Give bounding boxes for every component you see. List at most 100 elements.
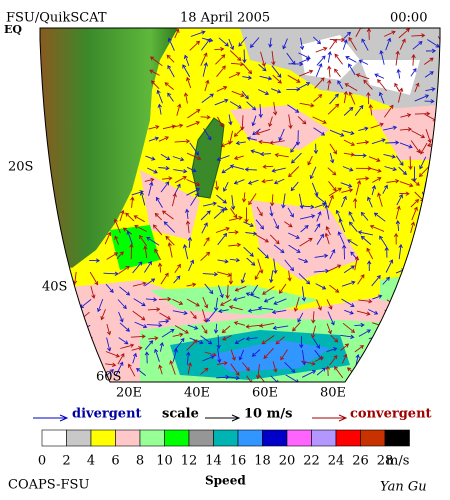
- wind-arrow: [132, 352, 138, 364]
- wind-arrow: [399, 181, 414, 188]
- wind-arrow: [424, 99, 435, 104]
- wind-arrow: [300, 225, 309, 233]
- wind-arrow: [366, 28, 372, 40]
- wind-arrow: [186, 351, 191, 365]
- wind-arrow: [233, 321, 246, 326]
- wind-arrow: [370, 167, 382, 173]
- wind-arrow: [299, 214, 316, 220]
- wind-arrow: [61, 309, 75, 317]
- wind-arrow: [186, 121, 200, 128]
- wind-arrow: [439, 206, 440, 218]
- wind-arrow: [329, 152, 335, 164]
- wind-arrow: [309, 166, 317, 180]
- wind-arrow: [229, 164, 245, 170]
- wind-arrow: [103, 271, 119, 276]
- wind-arrow: [410, 221, 416, 234]
- wind-arrow: [299, 238, 313, 247]
- speed-patch: [210, 340, 330, 372]
- wind-arrow: [242, 75, 253, 80]
- wind-arrow: [251, 115, 257, 127]
- wind-arrow: [341, 298, 355, 307]
- wind-arrow: [203, 128, 212, 141]
- wind-arrow: [415, 312, 425, 323]
- wind-arrow: [258, 139, 272, 145]
- wind-arrow: [384, 342, 391, 351]
- wind-arrow: [324, 232, 330, 245]
- wind-arrow: [149, 69, 160, 76]
- speed-patch: [300, 35, 360, 80]
- land: [191, 117, 225, 199]
- wind-arrow: [186, 76, 192, 89]
- wind-arrow: [173, 275, 181, 284]
- wind-arrow: [395, 220, 401, 232]
- wind-arrow: [152, 224, 163, 236]
- wind-arrow: [269, 206, 274, 217]
- wind-arrow: [299, 336, 304, 349]
- wind-arrow: [298, 258, 309, 263]
- speed-patch: [230, 105, 330, 150]
- wind-arrow: [162, 176, 173, 181]
- wind-arrow: [259, 75, 273, 81]
- wind-arrow: [329, 249, 336, 260]
- wind-arrow: [270, 194, 275, 207]
- wind-arrow: [130, 196, 135, 208]
- lat-label: 40S: [42, 280, 67, 295]
- wind-arrow: [429, 297, 440, 307]
- wind-arrow: [271, 167, 286, 173]
- wind-arrow: [271, 65, 282, 78]
- wind-arrow: [337, 80, 344, 90]
- colorbar-label: 10: [156, 454, 173, 469]
- wind-arrow: [69, 336, 76, 347]
- wind-arrow: [398, 243, 403, 260]
- wind-arrow: [146, 236, 160, 246]
- wind-arrow: [60, 361, 66, 371]
- wind-arrow: [220, 140, 233, 148]
- wind-arrow: [313, 127, 326, 136]
- wind-arrow: [398, 166, 407, 176]
- wind-arrow: [221, 325, 231, 334]
- wind-arrow: [230, 208, 238, 219]
- wind-arrow: [412, 41, 423, 50]
- wind-arrow: [328, 181, 337, 192]
- colorbar-unit: m/s: [386, 454, 409, 469]
- wind-arrow: [233, 127, 244, 137]
- colorbar-swatch: [335, 429, 361, 447]
- wind-arrow: [284, 361, 296, 374]
- colorbar-label: 2: [62, 454, 70, 469]
- wind-arrow: [411, 178, 420, 186]
- wind-arrow: [260, 151, 272, 157]
- wind-arrow: [370, 352, 375, 363]
- wind-arrow: [185, 220, 191, 234]
- wind-arrow: [258, 322, 275, 328]
- wind-arrow: [355, 354, 360, 365]
- wind-arrow: [285, 374, 300, 382]
- wind-arrow: [367, 196, 373, 208]
- wind-arrow: [114, 235, 120, 245]
- wind-arrow: [358, 59, 369, 65]
- wind-arrow: [189, 142, 199, 156]
- colorbar-swatch: [164, 429, 190, 447]
- wind-arrow: [326, 347, 338, 353]
- wind-arrow: [278, 128, 285, 142]
- wind-arrow: [312, 36, 322, 45]
- wind-arrow: [371, 185, 377, 196]
- wind-arrow: [228, 72, 241, 79]
- wind-arrow: [202, 296, 209, 309]
- wind-arrow: [268, 37, 273, 48]
- wind-arrow: [411, 130, 426, 139]
- colorbar-label: 22: [303, 454, 320, 469]
- wind-arrow: [158, 296, 172, 302]
- wind-arrow: [393, 232, 399, 245]
- wind-arrow: [398, 28, 410, 39]
- wind-arrow: [120, 343, 135, 349]
- legend: divergent scale 10 m/s convergent: [33, 407, 432, 422]
- wind-arrow: [353, 153, 367, 158]
- wind-arrow: [49, 231, 63, 240]
- wind-arrow: [366, 91, 371, 105]
- wind-arrow: [246, 101, 257, 111]
- legend-arrow-head: [231, 414, 241, 422]
- wind-arrow: [167, 64, 175, 78]
- wind-arrow: [40, 316, 47, 323]
- wind-arrow: [255, 364, 261, 380]
- wind-arrow: [182, 64, 191, 78]
